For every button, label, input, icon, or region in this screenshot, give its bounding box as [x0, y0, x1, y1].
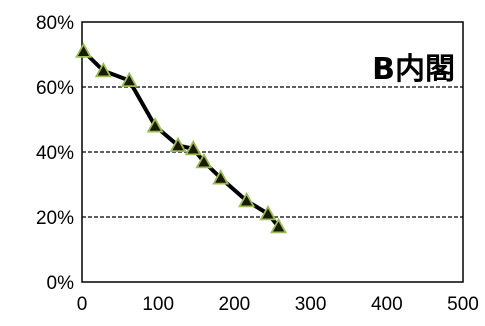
data-point-marker — [74, 42, 93, 58]
x-tick-label: 100 — [142, 294, 174, 315]
data-point-marker — [184, 139, 202, 156]
y-tick-label: 20% — [36, 208, 74, 229]
x-tick-label: 500 — [447, 294, 479, 315]
x-tick-label: 200 — [219, 294, 251, 315]
data-point-marker — [120, 71, 138, 87]
data-series — [74, 42, 288, 234]
x-axis-tick-labels: 0 100 200 300 400 500 — [77, 294, 479, 315]
data-point-marker — [259, 204, 277, 221]
data-point-marker — [212, 169, 230, 185]
gridlines — [82, 86, 463, 218]
x-tick-label: 400 — [371, 294, 403, 315]
data-point-marker — [94, 61, 112, 78]
data-point-marker — [146, 117, 164, 133]
chart-title: B内閣 — [372, 52, 455, 87]
data-point-marker — [238, 191, 256, 208]
data-point-marker — [195, 152, 213, 169]
x-tick-label: 0 — [77, 294, 88, 315]
data-point-marker — [270, 217, 288, 234]
y-tick-label: 80% — [36, 13, 74, 34]
y-tick-label: 60% — [36, 78, 74, 99]
y-axis-tick-labels: 0% 20% 40% 60% 80% — [36, 13, 74, 294]
x-tick-label: 300 — [295, 294, 327, 315]
y-tick-label: 40% — [36, 143, 74, 164]
y-tick-label: 0% — [47, 273, 75, 294]
plot-area — [81, 21, 464, 283]
data-point-marker — [169, 136, 187, 153]
